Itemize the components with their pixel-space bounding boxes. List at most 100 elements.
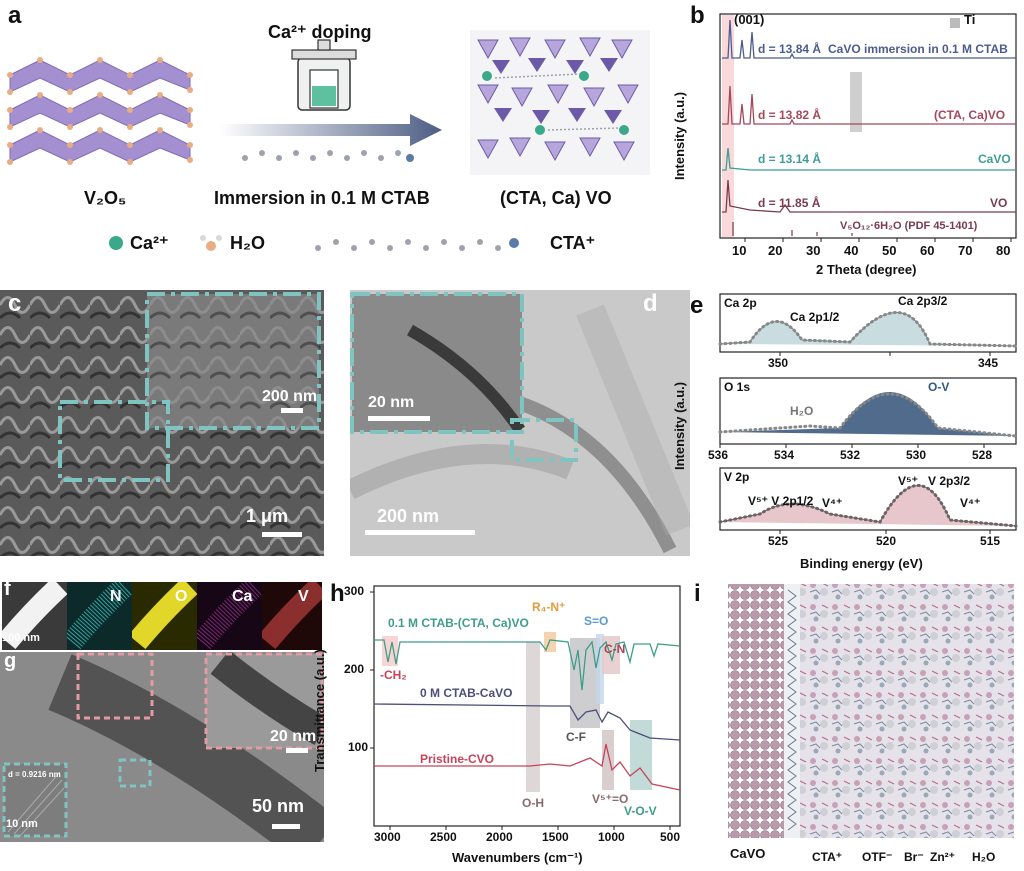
sem-texture [0, 290, 324, 556]
e-o-tick: 536 [708, 448, 729, 462]
h-xtick: 500 [660, 830, 681, 844]
h2o-legend-label: H₂O [230, 233, 265, 253]
i-legend-cavo: CaVO [730, 846, 766, 861]
h-xtick: 2500 [430, 830, 457, 844]
h-anno-cf: C-F [566, 730, 586, 744]
b-xtick: 10 [732, 243, 747, 258]
ti-highlight [850, 72, 862, 132]
o-map-texture [132, 582, 197, 650]
panel-label-a: a [8, 2, 22, 29]
b-pdf-label: V₅O₁₂·6H₂O (PDF 45-1401) [840, 220, 978, 232]
e-ylabel: Intensity (a.u.) [672, 381, 687, 470]
h-anno-ch2: -CH₂ [380, 668, 407, 682]
b-xtick: 20 [768, 243, 783, 258]
panel-label-f: f [4, 578, 11, 600]
e-o-tick: 532 [840, 448, 861, 462]
g-d-spacing-label: d = 0.9216 nm [8, 770, 61, 779]
e-ca-tick-1: 350 [768, 356, 789, 370]
panel-d-tem-image [350, 290, 690, 556]
e-v-label-3: V⁵⁺ [898, 474, 918, 488]
doping-label: Ca²⁺ doping [268, 22, 372, 42]
e-v-tick-3: 515 [980, 534, 1001, 548]
panel-c-sem-image [0, 290, 324, 556]
c-inset-scalebar [281, 408, 303, 413]
e-o-peak1: H₂O [790, 404, 814, 418]
b-trace-name-2: (CTA, Ca)VO [934, 108, 1006, 122]
f-channel-n: N [110, 588, 122, 605]
b-trace-name-3: CaVO [978, 152, 1011, 166]
v2o5-caption: V₂O₅ [84, 188, 127, 208]
g-inset-scale-label: 20 nm [270, 728, 317, 745]
b-xtick: 40 [844, 243, 859, 258]
b-d-label-4: d = 11.85 Å [758, 196, 821, 210]
b-xtick: 30 [806, 243, 821, 258]
e-v-label-1: V⁵⁺ V 2p1/2 [748, 494, 814, 508]
immersion-caption: Immersion in 0.1 M CTAB [214, 188, 430, 208]
panel-label-c: c [8, 290, 22, 317]
g-inset-scalebar [286, 748, 308, 753]
e-v-tick-1: 525 [768, 534, 789, 548]
panel-g-tem-image [0, 652, 324, 842]
cta-legend-label: CTA⁺ [550, 233, 596, 253]
e-o-tick: 534 [774, 448, 795, 462]
i-legend-otf: OTF⁻ [862, 850, 893, 864]
b-xtick: 60 [920, 243, 935, 258]
panel-h-ftir-chart [370, 585, 681, 830]
g-tem-texture [2, 652, 324, 842]
i-legend-br: Br⁻ [904, 850, 924, 864]
h-ytick-300: 300 [344, 584, 365, 598]
f-scale-label: 100 nm [2, 632, 40, 644]
b-d-label-1: d = 13.84 Å [758, 42, 822, 56]
h-anno-oh: O-H [522, 796, 544, 810]
h-ytick-100: 100 [348, 740, 369, 754]
panel-f-haadf-image [2, 582, 67, 650]
n-map-texture [67, 582, 132, 650]
h-anno-v5o: V⁵⁺=O [592, 792, 629, 806]
cta-chain-icon [242, 150, 414, 162]
b-trace-name-4: VO [990, 196, 1008, 210]
panel-label-h: h [330, 580, 345, 607]
d-main-scale-label: 200 nm [377, 506, 440, 526]
g-main-scalebar [272, 824, 300, 829]
d-main-scalebar [365, 530, 475, 535]
e-o-title: O 1s [724, 380, 751, 394]
b-xtick: 50 [882, 243, 897, 258]
panel-label-i: i [694, 580, 701, 607]
e-v-title: V 2p [724, 470, 750, 484]
h-xtick: 1500 [542, 830, 569, 844]
h-anno-so: S=O [584, 614, 609, 628]
d-inset-scale-label: 20 nm [368, 394, 415, 411]
h-xtick: 2000 [486, 830, 513, 844]
ti-legend-swatch [950, 18, 960, 28]
panel-f-ca-map [197, 582, 262, 650]
i-legend-cta: CTA⁺ [812, 850, 843, 864]
b-d-label-2: d = 13.82 Å [758, 108, 822, 122]
e-v-tick-2: 520 [876, 534, 897, 548]
e-o-tick: 530 [906, 448, 927, 462]
haadf-texture [2, 582, 67, 650]
h-xtick: 3000 [374, 830, 401, 844]
h-trace-3-label: Pristine-CVO [420, 752, 495, 766]
e-ca-tick-2: 345 [978, 356, 999, 370]
e-ca-peak1: Ca 2p1/2 [790, 310, 840, 324]
panel-a-schematic [7, 30, 650, 251]
h-trace-2-label: 0 M CTAB-CaVO [420, 686, 513, 700]
001-label: (001) [734, 12, 765, 27]
e-ca-peak2: Ca 2p3/2 [898, 294, 948, 308]
tem-texture [350, 292, 690, 554]
cta-legend-icon [315, 238, 519, 251]
c-main-scalebar [262, 532, 302, 537]
panel-label-e: e [690, 292, 704, 319]
h-xlabel: Wavenumbers (cm⁻¹) [452, 850, 583, 865]
f-channel-o: O [175, 588, 188, 605]
e-v-label-2: V⁴⁺ [822, 496, 843, 510]
cta-ca-vo-structure [470, 30, 650, 175]
f-channel-ca: Ca [232, 588, 253, 605]
e-o-tick: 528 [972, 448, 993, 462]
e-o-peak2: O-V [928, 380, 950, 394]
water-molecule-icon [200, 235, 222, 251]
h-xtick: 1000 [598, 830, 625, 844]
ti-legend-label: Ti [964, 12, 976, 27]
panel-label-b: b [690, 2, 705, 29]
i-legend-h2o: H₂O [972, 850, 996, 864]
